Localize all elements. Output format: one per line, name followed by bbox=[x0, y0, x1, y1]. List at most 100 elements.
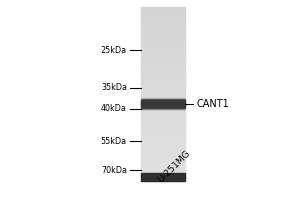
Bar bbox=[141, 124, 184, 127]
Text: 25kDa: 25kDa bbox=[101, 46, 127, 55]
Bar bbox=[141, 94, 184, 96]
Bar bbox=[141, 59, 184, 62]
Bar bbox=[141, 23, 184, 25]
Bar bbox=[141, 103, 184, 104]
Bar bbox=[141, 51, 184, 53]
Bar bbox=[141, 156, 184, 159]
Bar bbox=[141, 113, 184, 116]
Bar bbox=[141, 85, 184, 88]
Bar bbox=[141, 111, 184, 114]
Bar bbox=[141, 105, 184, 106]
Bar bbox=[141, 33, 184, 36]
Bar bbox=[141, 20, 184, 23]
Bar bbox=[141, 16, 184, 19]
Bar bbox=[141, 163, 184, 166]
Bar bbox=[141, 161, 184, 163]
Text: CANT1: CANT1 bbox=[196, 99, 229, 109]
Bar bbox=[141, 104, 184, 105]
Bar bbox=[141, 122, 184, 124]
Bar bbox=[141, 25, 184, 27]
Bar bbox=[141, 105, 184, 106]
Bar bbox=[141, 57, 184, 60]
Text: 35kDa: 35kDa bbox=[101, 83, 127, 92]
Bar bbox=[141, 81, 184, 83]
Bar bbox=[141, 29, 184, 32]
Bar bbox=[141, 98, 184, 99]
Bar bbox=[141, 68, 184, 70]
Bar bbox=[141, 172, 184, 174]
Bar bbox=[141, 146, 184, 148]
Bar bbox=[141, 101, 184, 102]
Bar bbox=[141, 42, 184, 45]
Bar bbox=[141, 101, 184, 102]
Bar bbox=[141, 104, 184, 105]
Bar bbox=[141, 107, 184, 108]
Bar bbox=[141, 108, 184, 109]
Bar bbox=[141, 150, 184, 153]
Bar bbox=[141, 137, 184, 140]
Text: 70kDa: 70kDa bbox=[101, 166, 127, 175]
Bar bbox=[141, 70, 184, 73]
Bar bbox=[141, 36, 184, 38]
Bar bbox=[141, 44, 184, 47]
Bar bbox=[141, 92, 184, 94]
Bar bbox=[141, 74, 184, 77]
Bar bbox=[141, 10, 184, 12]
Bar bbox=[141, 102, 184, 105]
Bar bbox=[141, 107, 184, 108]
Bar bbox=[141, 38, 184, 40]
Bar bbox=[141, 61, 184, 64]
Bar bbox=[141, 7, 184, 10]
Bar bbox=[141, 115, 184, 118]
Bar bbox=[141, 103, 184, 104]
Bar bbox=[141, 118, 184, 120]
Bar bbox=[141, 14, 184, 16]
Bar bbox=[141, 66, 184, 68]
Bar bbox=[141, 46, 184, 49]
Bar bbox=[141, 99, 184, 100]
Bar bbox=[141, 102, 184, 103]
Text: U-251MG: U-251MG bbox=[157, 149, 192, 184]
Bar bbox=[141, 64, 184, 66]
Bar bbox=[141, 90, 184, 92]
Bar bbox=[141, 77, 184, 79]
Bar bbox=[141, 120, 184, 122]
Bar bbox=[141, 133, 184, 135]
Text: 55kDa: 55kDa bbox=[101, 137, 127, 146]
Bar bbox=[141, 105, 184, 107]
Bar bbox=[141, 176, 184, 178]
Bar bbox=[141, 108, 184, 109]
Bar bbox=[141, 174, 184, 176]
Bar bbox=[141, 87, 184, 90]
Bar bbox=[141, 100, 184, 101]
Text: 40kDa: 40kDa bbox=[101, 104, 127, 113]
Bar bbox=[141, 99, 184, 100]
Bar bbox=[141, 40, 184, 42]
Bar bbox=[141, 100, 184, 103]
Bar bbox=[141, 139, 184, 142]
Bar bbox=[141, 106, 184, 107]
Bar bbox=[141, 83, 184, 86]
Bar bbox=[141, 72, 184, 75]
Bar bbox=[141, 173, 184, 181]
Bar bbox=[141, 165, 184, 168]
Bar bbox=[141, 12, 184, 14]
Bar bbox=[141, 79, 184, 81]
Bar bbox=[141, 169, 184, 172]
Bar bbox=[141, 18, 184, 21]
Bar bbox=[141, 53, 184, 55]
Bar bbox=[141, 48, 184, 51]
Bar bbox=[141, 96, 184, 99]
Bar bbox=[141, 178, 184, 181]
Bar bbox=[141, 102, 184, 103]
Bar bbox=[141, 152, 184, 155]
Bar bbox=[141, 107, 184, 109]
Bar bbox=[141, 55, 184, 58]
Bar bbox=[141, 31, 184, 34]
Bar bbox=[141, 144, 184, 146]
Bar bbox=[141, 126, 184, 129]
Bar bbox=[141, 148, 184, 150]
Bar bbox=[141, 100, 184, 101]
Bar bbox=[141, 154, 184, 157]
Bar bbox=[141, 106, 184, 107]
